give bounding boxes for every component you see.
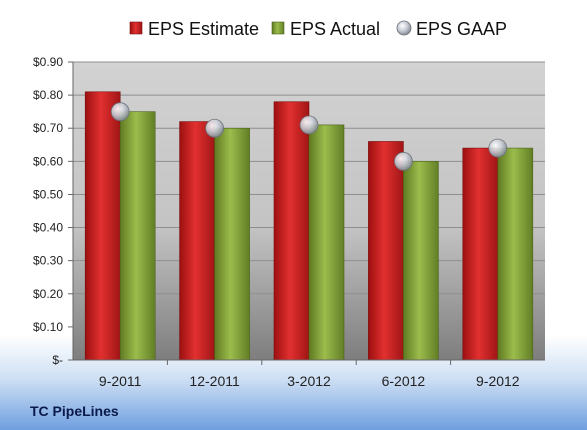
eps-gaap-marker <box>205 118 225 138</box>
y-tick-label: $0.80 <box>33 88 63 102</box>
legend-swatch-estimate <box>129 21 143 35</box>
legend-label: EPS Actual <box>290 19 380 39</box>
legend-swatch-actual <box>271 21 285 35</box>
eps-actual-bar <box>308 124 345 361</box>
legend: EPS Estimate EPS Actual EPS GAAP <box>129 19 507 39</box>
y-tick-label: $0.60 <box>33 154 63 168</box>
bars <box>84 91 534 361</box>
eps-actual-bar <box>497 147 534 361</box>
y-tick-label: $0.10 <box>33 320 63 334</box>
y-axis: $- $0.10 $0.20 $0.30 $0.40 $0.50 $0.60 $0.70 $0.… <box>33 55 74 367</box>
eps-estimate-bar <box>273 101 310 361</box>
eps-estimate-bar <box>84 91 121 361</box>
y-tick-label: $0.90 <box>33 55 63 69</box>
x-tick-label: 12-2011 <box>189 373 240 389</box>
eps-estimate-bar <box>179 121 215 361</box>
x-tick-label: 9-2012 <box>476 373 520 389</box>
x-tick-label: 3-2012 <box>287 373 331 389</box>
eps-gaap-marker <box>110 102 130 122</box>
y-tick-label: $0.70 <box>33 121 63 135</box>
legend-marker-gaap <box>396 20 412 36</box>
eps-actual-bar <box>403 161 439 361</box>
x-tick-label: 9-2011 <box>99 373 142 389</box>
company-label: TC PipeLines <box>30 403 119 419</box>
eps-gaap-marker <box>299 115 319 135</box>
legend-label: EPS Estimate <box>148 19 259 39</box>
y-tick-label: $0.50 <box>33 187 63 201</box>
y-tick-label: $- <box>52 353 63 367</box>
legend-label: EPS GAAP <box>416 19 507 39</box>
gaap-markers <box>110 102 508 171</box>
eps-gaap-marker <box>488 138 508 158</box>
eps-estimate-bar <box>368 141 404 361</box>
eps-estimate-bar <box>462 147 499 361</box>
eps-actual-bar <box>119 111 156 361</box>
y-tick-label: $0.40 <box>33 221 63 235</box>
eps-gaap-marker <box>393 151 413 171</box>
x-tick-label: 6-2012 <box>382 373 426 389</box>
x-axis: 9-2011 12-2011 3-2012 6-2012 9-2012 <box>73 359 545 389</box>
y-tick-label: $0.30 <box>33 254 63 268</box>
eps-actual-bar <box>214 127 250 361</box>
y-tick-label: $0.20 <box>33 287 63 301</box>
